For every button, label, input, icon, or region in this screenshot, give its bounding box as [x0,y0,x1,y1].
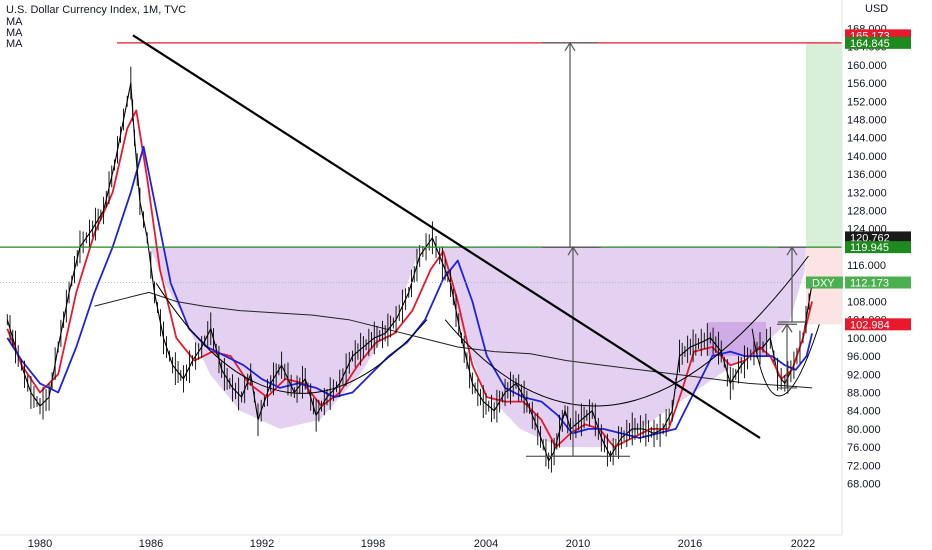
price-label-text: 119.945 [850,242,889,254]
indicator-ma-1: MA [6,16,23,28]
y-tick-label: 88.000 [847,388,881,400]
x-tick-label: 2022 [791,538,815,550]
y-tick-label: 68.000 [847,479,881,491]
y-tick-label: 76.000 [847,442,881,454]
cup-curve-left [155,283,428,394]
symbol-badge-text: DXY [812,278,835,290]
price-label-box [845,276,911,289]
y-tick-label: 132.000 [847,187,887,199]
axis-layer: 68.000 72.000 76.000 80.000 84.000 88.000 92.0… [0,0,911,550]
y-tick-label: 156.000 [847,78,887,90]
y-tick-label: 108.000 [847,297,887,309]
price-label-text: 112.173 [850,278,889,290]
currency-label: USD [865,3,888,15]
x-tick-label: 1980 [28,538,52,550]
y-tick-label: 80.000 [847,424,881,436]
cup-curve-right [444,255,809,407]
y-tick-label: 100.000 [847,333,887,345]
y-tick-label: 96.000 [847,351,881,363]
x-tick-label: 1998 [361,538,385,550]
y-tick-label: 128.000 [847,206,887,218]
price-label-box [845,231,911,244]
y-tick-label: 84.000 [847,406,881,418]
y-tick-label: 92.000 [847,369,881,381]
downtrend-line [132,34,761,439]
x-tick-label: 1986 [139,538,163,550]
price-label-box [845,36,911,49]
drawing-layer [0,34,842,457]
x-tick-label: 2016 [678,538,702,550]
series-ma_mid [6,145,813,439]
price-label-text: 164.845 [850,38,890,50]
price-label-box [845,318,911,331]
symbol-badge [806,276,843,289]
y-tick-label: 152.000 [847,96,887,108]
y-tick-label: 144.000 [847,133,887,145]
y-tick-label: 136.000 [847,169,887,181]
series-layer [6,66,813,473]
x-tick-label: 2010 [566,538,590,550]
y-tick-label: 148.000 [847,115,887,127]
y-tick-label: 116.000 [847,260,886,272]
y-tick-label: 140.000 [847,151,887,163]
chart-title: U.S. Dollar Currency Index, 1M, TVC [6,4,187,16]
target-zone-upper [806,42,842,248]
series-ma_fast [6,109,813,449]
y-tick-label: 72.000 [847,460,881,472]
x-tick-label: 2004 [474,538,498,550]
x-tick-label: 1992 [250,538,274,550]
price-label-text: 102.984 [850,319,890,331]
handle-curve [751,324,820,397]
indicator-ma-2: MA [6,27,23,39]
y-tick-label: 160.000 [847,60,887,72]
price-label-box [845,241,911,254]
indicator-ma-3: MA [6,38,23,50]
